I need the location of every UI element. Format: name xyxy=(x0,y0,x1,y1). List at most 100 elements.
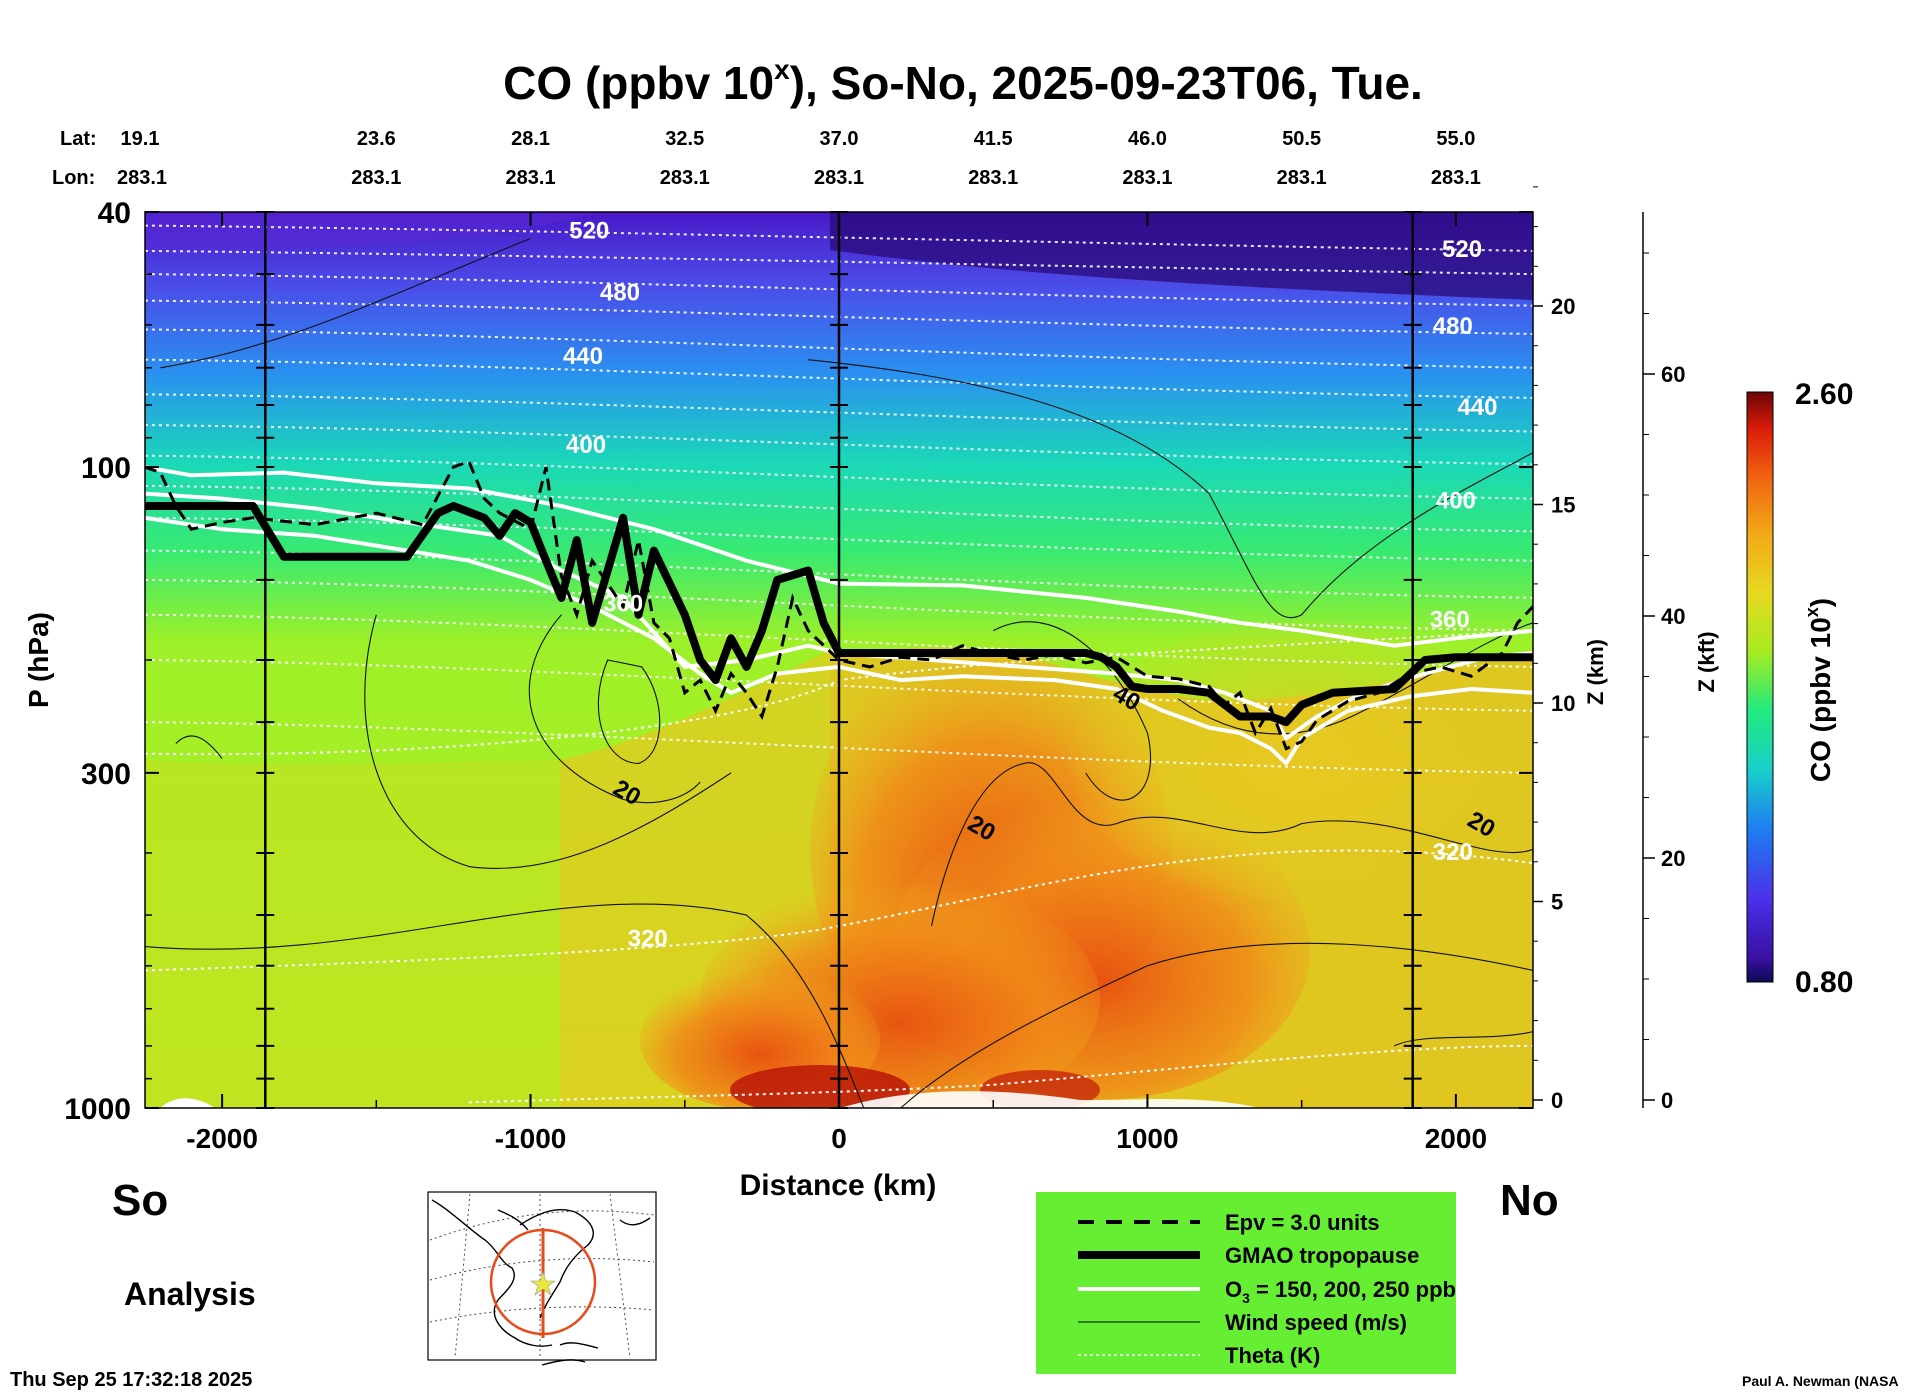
colorbar-min: 0.80 xyxy=(1795,966,1853,999)
z-km-tick-label: 5 xyxy=(1551,890,1563,915)
legend: Epv = 3.0 units GMAO tropopause O3 = 150… xyxy=(1036,1192,1456,1374)
region-left-label: So xyxy=(112,1176,168,1225)
z-km-tick-label: 20 xyxy=(1551,294,1575,319)
wind-contour xyxy=(364,614,732,869)
wind-contour xyxy=(528,614,701,804)
tropopause-contour xyxy=(145,502,1533,727)
y-tick-label: 300 xyxy=(81,758,131,791)
theta-label: 520 xyxy=(569,218,609,245)
lon-label: Lon: xyxy=(52,167,95,189)
z-km-axis: 0 5 10 15 20 xyxy=(1533,186,1575,1113)
theta-contour xyxy=(145,659,1533,712)
z-kft-tick-label: 40 xyxy=(1661,604,1685,629)
colorbar-label: CO (ppbv 10x) xyxy=(1802,598,1836,782)
lat-value: 41.5 xyxy=(974,128,1013,150)
lat-value: 55.0 xyxy=(1436,128,1475,150)
x-tick-label: 0 xyxy=(831,1123,847,1154)
wind-contour xyxy=(1393,1031,1533,1047)
theta-label: 360 xyxy=(1430,607,1470,634)
y-axis-label: P (hPa) xyxy=(23,612,54,708)
theta-label: 360 xyxy=(603,590,643,617)
epv-contour-line xyxy=(145,459,1533,751)
wind-contours xyxy=(145,238,1533,1108)
x-tick-label: 1000 xyxy=(1116,1123,1178,1154)
y-tick-label: 1000 xyxy=(64,1093,131,1126)
lat-value: 46.0 xyxy=(1128,128,1167,150)
colorbar-max: 2.60 xyxy=(1795,378,1853,411)
legend-item-tropopause: GMAO tropopause xyxy=(1225,1243,1419,1268)
theta-label: 440 xyxy=(1457,394,1497,421)
x-axis: -2000 -1000 0 1000 2000 xyxy=(186,212,1487,1154)
theta-label: 320 xyxy=(628,926,668,953)
z-kft-axis: 0 20 40 60 xyxy=(1642,212,1685,1113)
lon-value: 283.1 xyxy=(1277,167,1327,189)
theta-label: 520 xyxy=(1442,236,1482,263)
theta-contour xyxy=(145,328,1533,369)
wind-contour xyxy=(597,659,661,764)
lat-value: 32.5 xyxy=(665,128,704,150)
theta-contour xyxy=(145,273,1533,307)
x-tick-label: -2000 xyxy=(186,1123,258,1154)
wind-contour xyxy=(145,903,865,1108)
credit: Paul A. Newman (NASA xyxy=(1742,1373,1899,1389)
vertical-markers xyxy=(256,211,1422,1109)
theta-contour xyxy=(145,454,1533,500)
theta-contour xyxy=(145,358,1533,399)
wind-contour xyxy=(930,762,1533,927)
y-axis: 40 100 300 1000 xyxy=(64,197,1533,1126)
y-tick-label: 100 xyxy=(81,452,131,485)
theta-contour xyxy=(145,249,1533,276)
theta-contour xyxy=(145,393,1533,433)
z-kft-label: Z (kft) xyxy=(1694,631,1719,692)
theta-label: 320 xyxy=(1433,839,1473,866)
inset-map xyxy=(427,1191,657,1366)
z-kft-tick-label: 0 xyxy=(1661,1088,1673,1113)
z-km-tick-label: 0 xyxy=(1551,1088,1563,1113)
lat-label: Lat: xyxy=(60,128,97,150)
legend-item-wind: Wind speed (m/s) xyxy=(1225,1310,1407,1335)
theta-label: 400 xyxy=(566,432,606,459)
x-tick-label: -1000 xyxy=(495,1123,567,1154)
timestamp: Thu Sep 25 17:32:18 2025 xyxy=(10,1369,252,1391)
theta-contour xyxy=(145,299,1533,335)
lon-value: 283.1 xyxy=(1122,167,1172,189)
map-star-icon xyxy=(530,1271,556,1296)
z-km-tick-label: 15 xyxy=(1551,493,1575,518)
legend-item-ozone: O3 = 150, 200, 250 ppb xyxy=(1225,1277,1456,1306)
wind-contour xyxy=(900,942,1533,1108)
mode-label: Analysis xyxy=(124,1276,256,1312)
theta-label: 480 xyxy=(600,280,640,307)
lat-value: 50.5 xyxy=(1282,128,1321,150)
lon-value: 283.1 xyxy=(968,167,1018,189)
theta-contour xyxy=(145,613,1533,668)
lat-value: 23.6 xyxy=(357,128,396,150)
theta-contour xyxy=(145,721,1533,774)
wind-contour xyxy=(808,359,1533,619)
x-axis-label: Distance (km) xyxy=(740,1169,937,1202)
tropopause-line xyxy=(145,502,1533,727)
lat-value: 37.0 xyxy=(820,128,859,150)
theta-contour xyxy=(145,578,1533,632)
lat-lon-header: 19.1 283.1 23.6 283.1 28.1 283.1 32.5 283.1 37.0… xyxy=(117,128,1481,189)
wind-contour xyxy=(992,621,1152,801)
lat-value: 19.1 xyxy=(121,128,160,150)
lon-value: 283.1 xyxy=(1431,167,1481,189)
theta-contour xyxy=(145,516,1533,562)
wind-contour xyxy=(1177,622,1533,735)
y-tick-label: 40 xyxy=(98,197,131,230)
lon-value: 283.1 xyxy=(814,167,864,189)
lon-value: 283.1 xyxy=(506,167,556,189)
z-km-label: Z (km) xyxy=(1583,639,1608,705)
theta-label: 400 xyxy=(1436,487,1476,514)
z-kft-tick-label: 60 xyxy=(1661,362,1685,387)
z-km-tick-label: 10 xyxy=(1551,691,1575,716)
theta-label: 480 xyxy=(1433,313,1473,340)
colorbar xyxy=(1746,391,1774,983)
theta-contour xyxy=(145,224,1533,252)
wind-contour xyxy=(175,735,223,759)
lat-value: 28.1 xyxy=(511,128,550,150)
epv-contour xyxy=(145,459,1533,751)
ozone-contour xyxy=(145,491,1533,741)
x-tick-label: 2000 xyxy=(1425,1123,1487,1154)
